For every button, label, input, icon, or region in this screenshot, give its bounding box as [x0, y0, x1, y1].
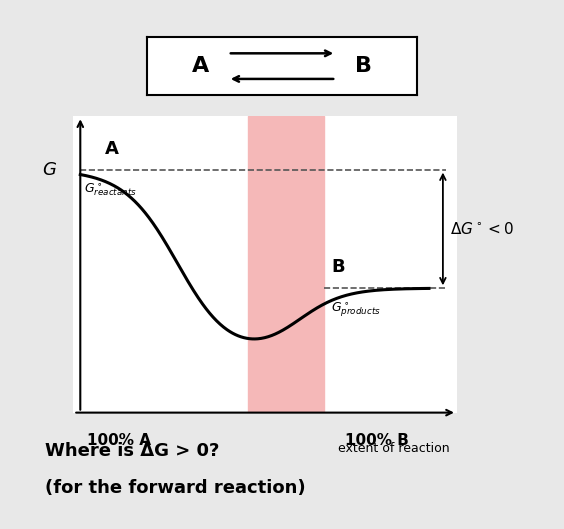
Text: G: G [42, 161, 56, 179]
Text: A: A [192, 56, 209, 76]
Text: Where is ΔG > 0?: Where is ΔG > 0? [45, 442, 219, 460]
Text: (for the forward reaction): (for the forward reaction) [45, 479, 306, 497]
Text: $\Delta G^\circ < 0$: $\Delta G^\circ < 0$ [450, 221, 514, 237]
Text: 100% A: 100% A [87, 433, 151, 449]
Text: B: B [331, 258, 345, 276]
Text: $G^\circ_{products}$: $G^\circ_{products}$ [331, 300, 381, 318]
Text: $G^\circ_{reactants}$: $G^\circ_{reactants}$ [84, 181, 136, 198]
Bar [248, 116, 324, 413]
Text: B: B [355, 56, 372, 76]
Text: A: A [105, 140, 118, 158]
Text: extent of reaction: extent of reaction [338, 442, 450, 455]
Text: 100% B: 100% B [345, 433, 409, 449]
